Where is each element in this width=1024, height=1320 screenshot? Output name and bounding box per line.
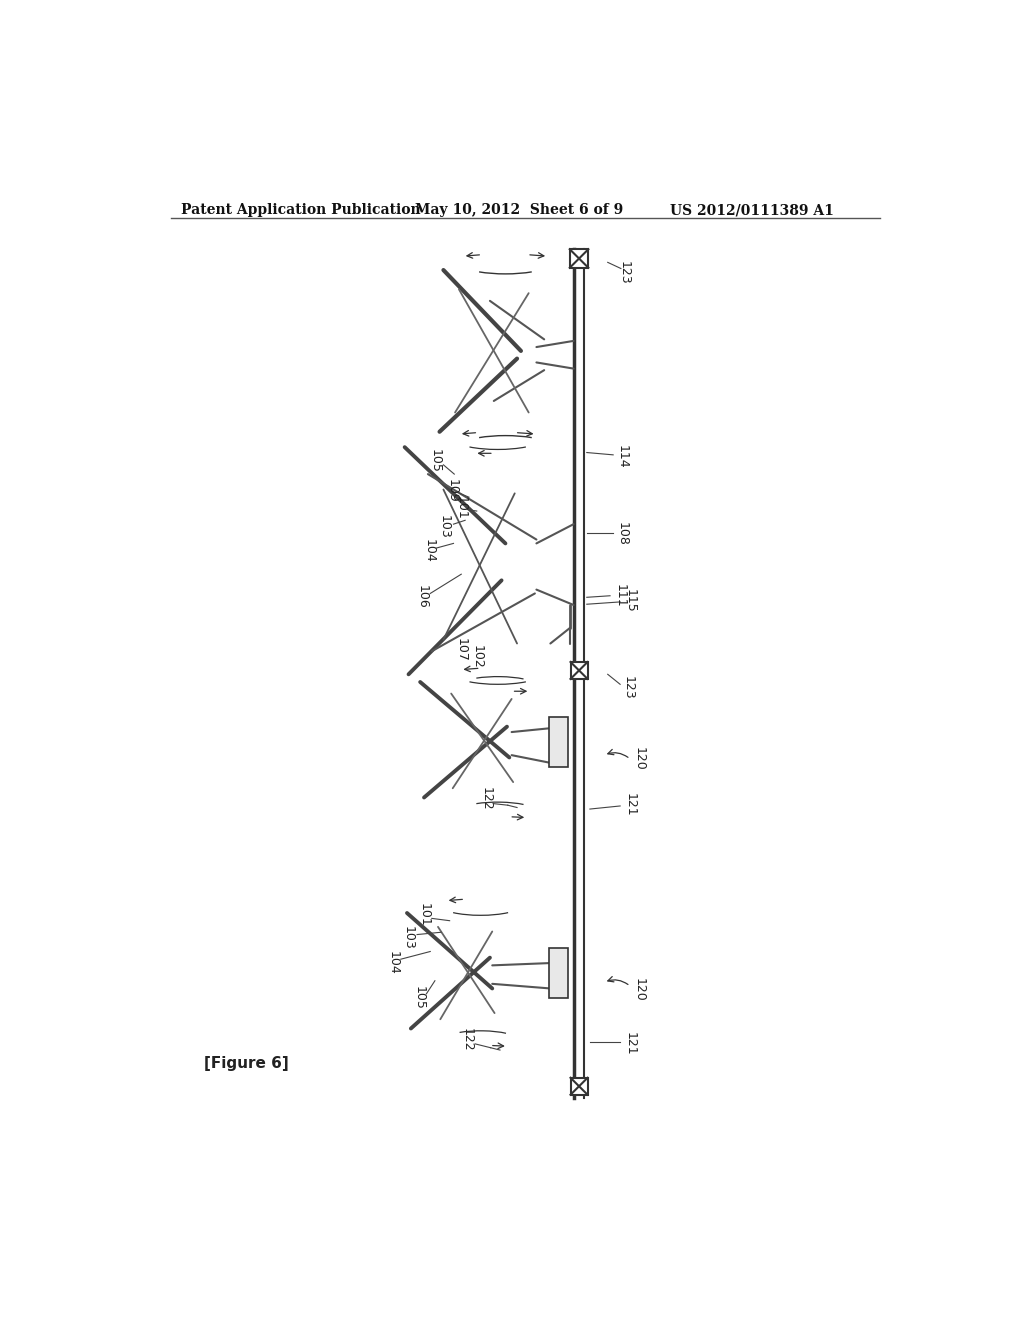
Text: 105: 105 (428, 449, 441, 473)
Bar (569, 249, 589, 268)
Text: US 2012/0111389 A1: US 2012/0111389 A1 (671, 203, 835, 216)
Bar (570, 663, 588, 678)
Text: 120: 120 (633, 747, 646, 771)
Text: 115: 115 (624, 589, 637, 612)
Text: 121: 121 (624, 793, 637, 817)
Text: 120: 120 (633, 978, 646, 1002)
Text: 114: 114 (616, 445, 629, 469)
Bar (570, 1077, 588, 1094)
Text: 111: 111 (613, 583, 627, 607)
Text: 123: 123 (622, 676, 635, 700)
Text: 103: 103 (402, 925, 415, 949)
Text: 101: 101 (418, 903, 430, 927)
Text: 122: 122 (479, 787, 493, 810)
Text: 103: 103 (437, 515, 451, 539)
Text: 102: 102 (470, 644, 483, 668)
Text: 107: 107 (455, 638, 468, 661)
Text: 104: 104 (386, 952, 399, 975)
Text: [Figure 6]: [Figure 6] (204, 1056, 289, 1071)
Text: 104: 104 (422, 540, 435, 562)
Bar (549, 717, 568, 767)
Text: 108: 108 (616, 523, 629, 546)
Text: 101: 101 (455, 496, 468, 520)
Text: 105: 105 (413, 986, 426, 1010)
Bar (549, 948, 568, 998)
Text: 121: 121 (624, 1032, 637, 1056)
Text: Patent Application Publication: Patent Application Publication (180, 203, 420, 216)
Text: 123: 123 (617, 260, 631, 284)
Text: 109: 109 (445, 479, 459, 503)
Text: May 10, 2012  Sheet 6 of 9: May 10, 2012 Sheet 6 of 9 (415, 203, 623, 216)
Text: 122: 122 (461, 1028, 474, 1052)
Text: 106: 106 (416, 586, 429, 609)
